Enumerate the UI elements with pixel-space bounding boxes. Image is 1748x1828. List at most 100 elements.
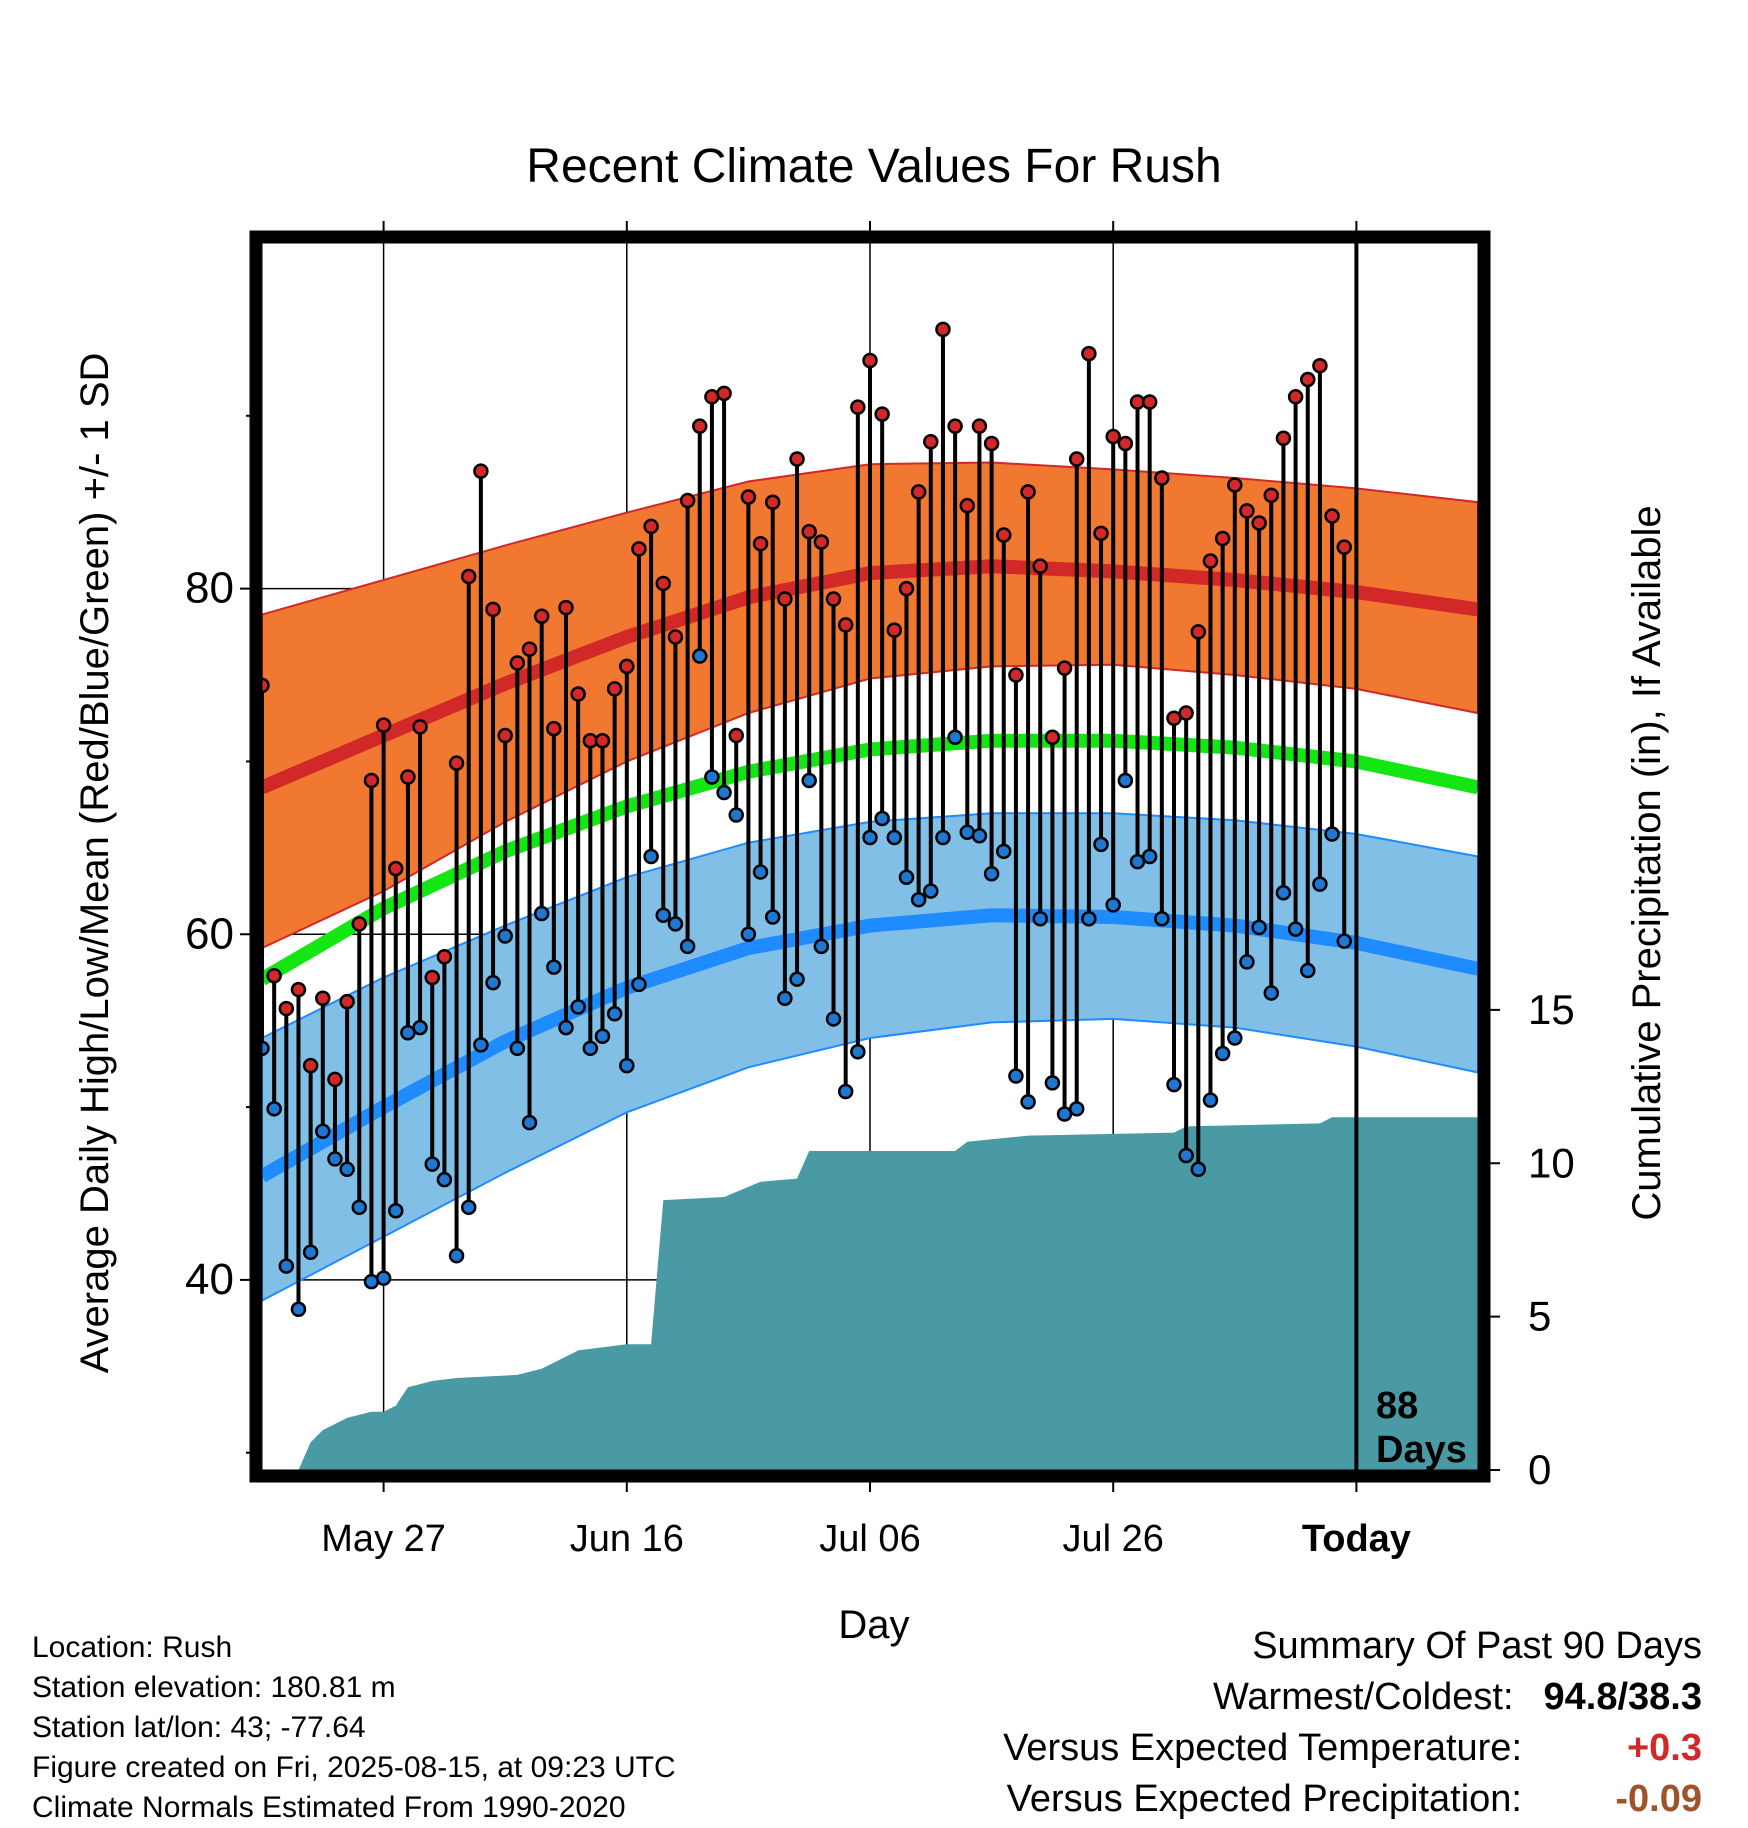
- daily-high-point: [460, 568, 477, 585]
- daily-low-point: [728, 807, 744, 823]
- y2-tick-label: 5: [1528, 1293, 1551, 1340]
- daily-low-point: [1068, 1101, 1085, 1117]
- daily-low-point: [1312, 876, 1328, 892]
- daily-high-point: [1178, 705, 1194, 721]
- daily-low-point: [1166, 1076, 1182, 1093]
- daily-high-point: [971, 418, 988, 434]
- daily-high-point: [1056, 660, 1073, 676]
- daily-low-point: [546, 959, 562, 975]
- daily-low-point: [327, 1151, 343, 1167]
- y-axis-label: Average Daily High/Low/Mean (Red/Blue/Gr…: [73, 353, 117, 1374]
- daily-high-point: [1190, 624, 1207, 640]
- daily-high-point: [935, 321, 951, 338]
- daily-high-point: [1020, 484, 1036, 500]
- daily-low-point: [643, 848, 659, 865]
- y-tick-label: 60: [185, 909, 234, 958]
- daily-low-point: [655, 907, 672, 924]
- daily-low-point: [485, 974, 501, 991]
- daily-low-point: [266, 1101, 282, 1117]
- daily-high-point: [716, 385, 732, 402]
- daily-low-point: [947, 729, 963, 746]
- daily-low-point: [1093, 836, 1109, 853]
- daily-high-point: [533, 608, 550, 625]
- daily-low-point: [509, 1040, 526, 1057]
- daily-low-point: [1032, 910, 1048, 927]
- daily-low-point: [1287, 921, 1304, 937]
- daily-high-point: [1068, 451, 1085, 467]
- daily-low-point: [1336, 933, 1352, 949]
- daily-high-point: [1008, 667, 1024, 683]
- daily-observations: [254, 321, 1352, 1318]
- daily-low-point: [448, 1247, 465, 1264]
- daily-low-point: [1239, 954, 1255, 970]
- daily-low-point: [594, 1028, 611, 1044]
- daily-low-point: [971, 828, 988, 844]
- elevation-text: Station elevation: 180.81 m: [32, 1671, 396, 1704]
- daily-high-point: [983, 435, 1000, 452]
- daily-low-point: [813, 938, 830, 955]
- daily-low-point: [351, 1199, 368, 1216]
- warmest-label: Warmest/Coldest:: [1212, 1676, 1514, 1718]
- daily-high-point: [923, 433, 939, 450]
- daily-low-point: [910, 891, 927, 908]
- daily-low-point: [777, 990, 793, 1006]
- daily-high-point: [837, 617, 854, 633]
- daily-low-point: [1044, 1075, 1061, 1091]
- daily-high-point: [996, 527, 1012, 543]
- x-axis-label: Day: [838, 1603, 909, 1647]
- daily-low-point: [704, 769, 720, 785]
- daily-high-point: [752, 535, 769, 552]
- daily-low-point: [752, 864, 769, 880]
- daily-low-point: [460, 1199, 477, 1216]
- daily-low-point: [740, 926, 757, 943]
- precipitation-area: [298, 1117, 1478, 1470]
- daily-high-point: [339, 993, 355, 1010]
- daily-high-point: [1202, 553, 1219, 569]
- daily-high-point: [266, 967, 282, 984]
- daily-high-point: [473, 463, 489, 479]
- daily-high-point: [351, 916, 368, 932]
- daily-low-point: [716, 784, 732, 801]
- daily-high-point: [631, 541, 647, 557]
- daily-low-point: [558, 1019, 574, 1036]
- daily-high-point: [1081, 345, 1097, 362]
- daily-high-point: [546, 720, 562, 737]
- daily-high-point: [363, 772, 380, 789]
- daily-low-point: [339, 1161, 355, 1178]
- daily-low-point: [631, 976, 647, 993]
- daily-high-point: [521, 641, 538, 657]
- daily-low-point: [923, 883, 939, 899]
- precip-vs-expected-label: Versus Expected Precipitation:: [1006, 1778, 1522, 1820]
- daily-high-point: [400, 769, 416, 785]
- daily-high-point: [1044, 729, 1061, 746]
- daily-high-point: [1336, 539, 1352, 555]
- daily-low-point: [388, 1203, 404, 1219]
- daily-high-point: [1032, 558, 1048, 574]
- daily-high-point: [1287, 389, 1304, 405]
- daily-high-point: [1300, 371, 1316, 388]
- daily-high-point: [594, 732, 611, 749]
- x-tick-label: Jul 06: [819, 1518, 920, 1560]
- daily-low-point: [679, 938, 696, 955]
- y2-tick-label: 0: [1528, 1446, 1551, 1493]
- daily-high-point: [898, 580, 915, 597]
- daily-low-point: [1227, 1030, 1243, 1046]
- daily-high-point: [448, 755, 465, 771]
- daily-low-point: [1324, 826, 1340, 842]
- daily-high-point: [886, 622, 903, 638]
- daily-low-point: [789, 971, 805, 987]
- daily-high-point: [315, 990, 331, 1006]
- daily-low-point: [1081, 910, 1097, 927]
- daily-high-point: [509, 655, 526, 671]
- x-tick-label: Today: [1302, 1518, 1411, 1560]
- location-text: Location: Rush: [32, 1631, 233, 1664]
- normals-text: Climate Normals Estimated From 1990-2020: [32, 1791, 626, 1824]
- daily-high-point: [789, 451, 805, 467]
- daily-high-point: [667, 629, 684, 645]
- daily-low-point: [692, 648, 708, 664]
- y2-axis-label: Cumulative Precipitation (in), If Availa…: [1625, 505, 1669, 1220]
- y-tick-label: 40: [185, 1255, 234, 1304]
- daily-low-point: [1008, 1068, 1024, 1084]
- daily-low-point: [619, 1057, 635, 1074]
